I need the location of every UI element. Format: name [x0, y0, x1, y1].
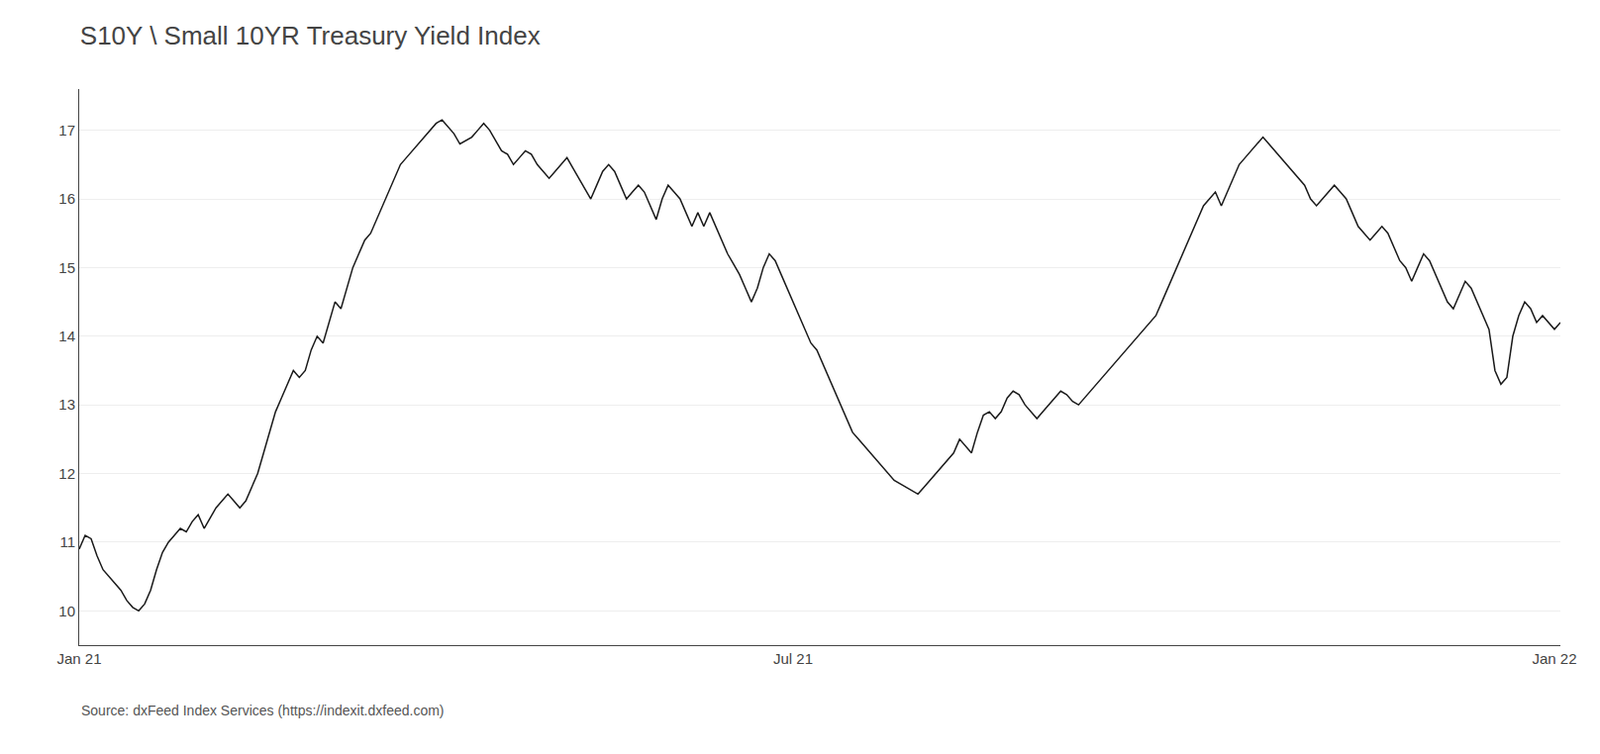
svg-text:S10Y \ Small 10YR Treasury Yie: S10Y \ Small 10YR Treasury Yield Index — [80, 20, 541, 51]
svg-text:10: 10 — [58, 602, 76, 620]
svg-text:Jan 21: Jan 21 — [56, 650, 101, 668]
svg-text:Jul 21: Jul 21 — [773, 650, 813, 668]
svg-text:15: 15 — [58, 259, 76, 277]
svg-text:12: 12 — [58, 465, 76, 483]
svg-text:11: 11 — [59, 533, 76, 551]
svg-text:17: 17 — [58, 121, 76, 139]
svg-text:Jan 22: Jan 22 — [1531, 650, 1577, 668]
svg-text:Source: dxFeed Index Services: Source: dxFeed Index Services (https://i… — [81, 702, 445, 719]
svg-text:14: 14 — [58, 327, 76, 345]
svg-text:13: 13 — [58, 396, 76, 413]
svg-text:16: 16 — [58, 190, 76, 207]
